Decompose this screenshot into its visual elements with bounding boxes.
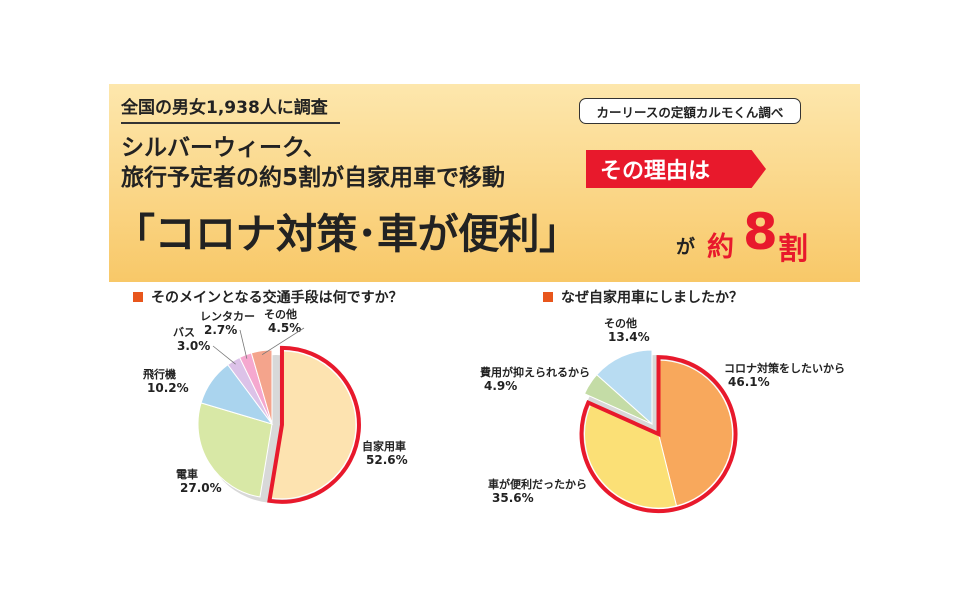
pie-slice	[596, 349, 653, 426]
slice-label: その他	[604, 316, 637, 330]
reason-badge: その理由は	[586, 150, 766, 188]
slice-value-label: 52.6%	[366, 453, 408, 467]
leader-line	[261, 327, 305, 356]
leader-line	[239, 329, 248, 359]
particle-ga: が	[676, 236, 696, 258]
slice-label: 自家用車	[362, 439, 406, 453]
slice-value-label: 4.5%	[268, 321, 301, 335]
question-2-text: なぜ自家用車にしましたか？	[561, 290, 743, 306]
highlight-outline	[267, 345, 361, 504]
slice-label: 飛行機	[142, 367, 176, 381]
slice-label: レンタカー	[200, 310, 255, 323]
slice-value-label: 27.0%	[180, 481, 222, 495]
slice-value-label: 4.9%	[484, 379, 517, 393]
leader-line	[212, 345, 236, 365]
slice-label: その他	[264, 307, 297, 321]
question-2: なぜ自家用車にしましたか？	[543, 287, 743, 307]
slice-value-label: 10.2%	[147, 381, 189, 395]
slice-value-label: 2.7%	[204, 323, 237, 337]
square-bullet-icon	[133, 292, 143, 302]
question-1-text: そのメインとなる交通手段は何ですか？	[151, 290, 403, 306]
pie-slice	[197, 402, 273, 498]
headline-line-2: 旅行予定者の約5割が自家用車で移動	[121, 165, 506, 191]
source-label: カーリースの定額カルモくん調べ	[579, 98, 801, 124]
slice-value-label: 3.0%	[177, 339, 210, 353]
slice-label: 費用が抑えられるから	[479, 365, 590, 379]
approx-label: 約	[707, 232, 734, 263]
big-statement: 「コロナ対策･車が便利」	[114, 210, 580, 258]
slice-label: 電車	[176, 467, 198, 481]
eight-number: 8	[743, 203, 778, 261]
wari-label: 割	[778, 232, 808, 267]
question-1: そのメインとなる交通手段は何ですか？	[133, 287, 403, 307]
slice-value-label: 13.4%	[608, 330, 650, 344]
slice-label: コロナ対策をしたいから	[724, 361, 845, 375]
pie-slice	[250, 349, 273, 425]
headline-line-1: シルバーウィーク、	[121, 135, 326, 161]
pie-slice	[584, 403, 678, 509]
survey-label: 全国の男女1,938人に調査	[121, 93, 340, 124]
pie-slice	[269, 350, 357, 500]
slice-value-label: 35.6%	[492, 491, 534, 505]
slice-value-label: 46.1%	[728, 375, 770, 389]
pie-slice	[658, 359, 733, 507]
highlight-outline	[579, 355, 738, 514]
slice-label: 車が便利だったから	[488, 477, 587, 491]
slice-label: バス	[173, 326, 195, 339]
square-bullet-icon	[543, 292, 553, 302]
